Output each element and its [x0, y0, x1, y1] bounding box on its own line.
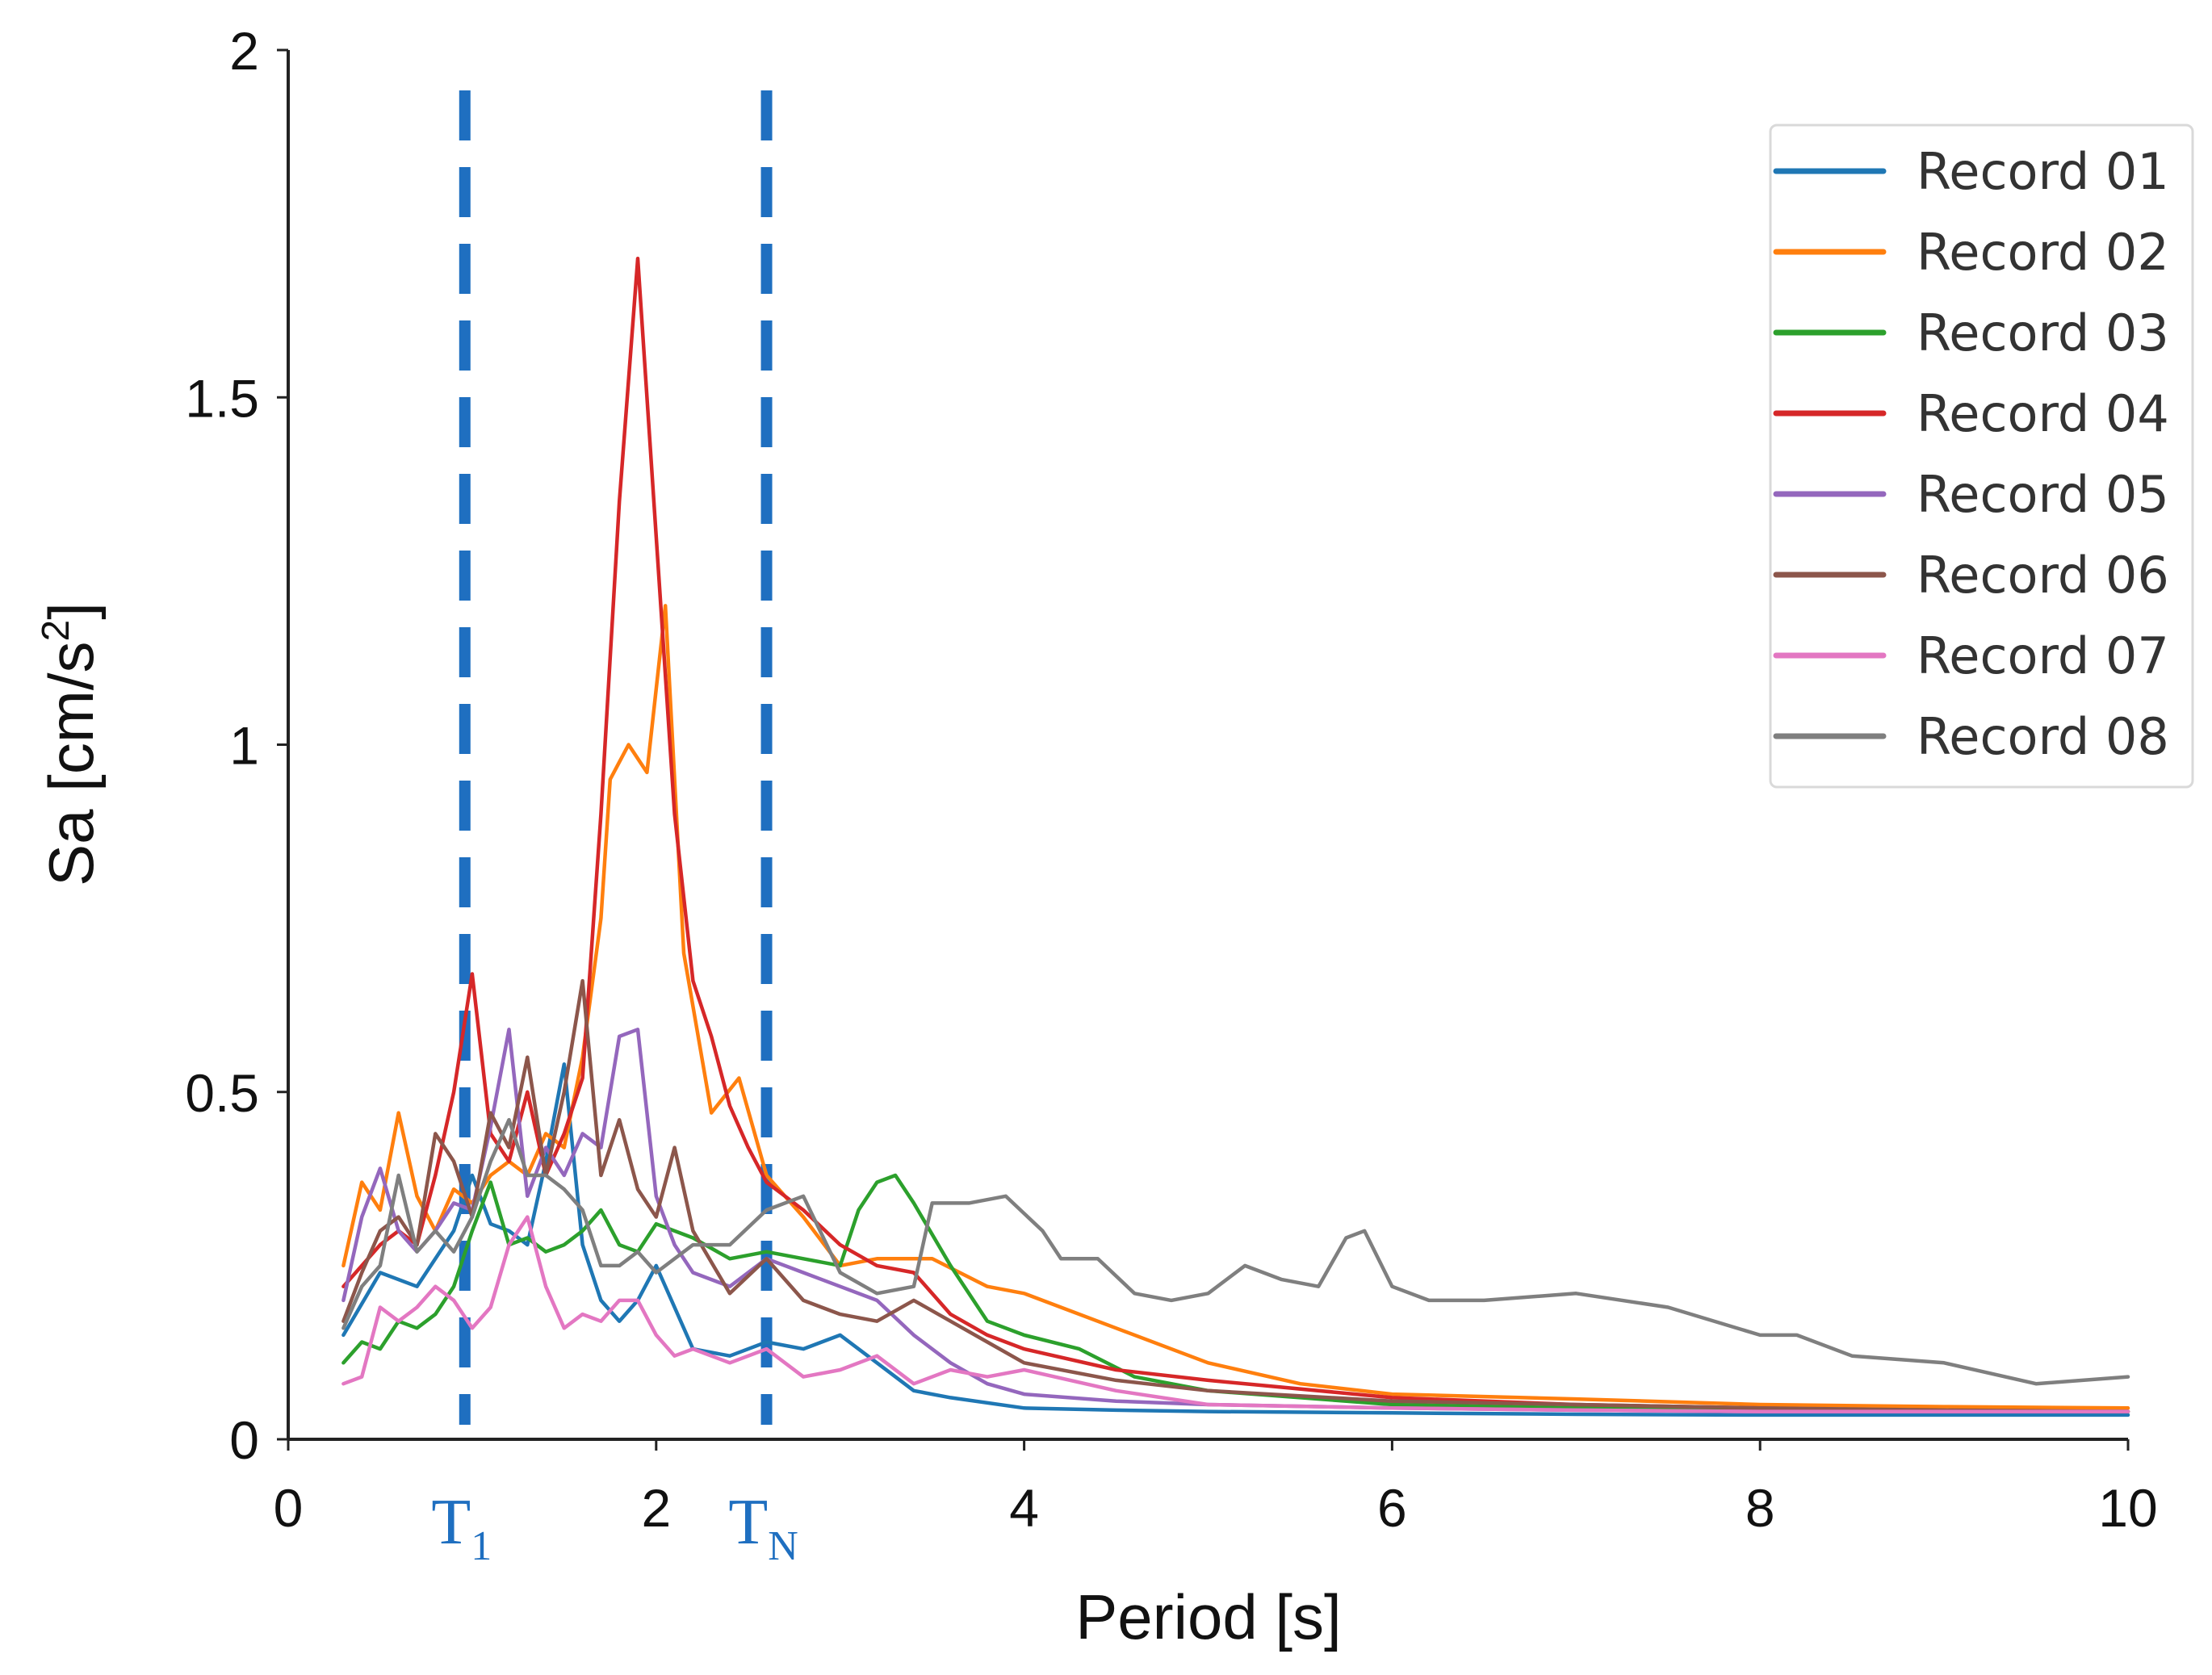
- marker-label: TN: [728, 1487, 798, 1569]
- x-axis-title: Period [s]: [1075, 1581, 1341, 1652]
- x-tick-label: 10: [2098, 1478, 2157, 1538]
- marker-label-main: T: [431, 1487, 471, 1558]
- series-line-record-01: [341, 1062, 2130, 1417]
- series-line-record-04: [341, 256, 2130, 1413]
- legend-label: Record 08: [1917, 707, 2169, 766]
- series-line-record-06: [341, 978, 2130, 1413]
- marker-label-subscript: N: [768, 1523, 798, 1569]
- axis-ticks: 0 0.5 1 1.5 2 0 2 4 6 8 10: [185, 21, 2157, 1538]
- series-lines: [341, 256, 2130, 1417]
- y-axis-title-superscript: 2: [35, 620, 78, 642]
- y-axis-title: Sa [cm/s2]: [35, 602, 107, 886]
- y-tick-label: 1.5: [185, 368, 259, 428]
- legend-frame: [1769, 124, 2194, 789]
- legend-label: Record 07: [1917, 626, 2169, 685]
- legend-label: Record 05: [1917, 465, 2169, 524]
- legend-label: Record 04: [1917, 384, 2169, 443]
- y-tick-label: 0.5: [185, 1063, 259, 1123]
- marker-label-main: T: [728, 1487, 768, 1558]
- y-tick-label: 0: [229, 1410, 259, 1470]
- x-tick-label: 4: [1009, 1478, 1039, 1538]
- y-axis-title-close: ]: [36, 602, 107, 620]
- y-tick-label: 1: [229, 716, 259, 776]
- series-line-record-02: [341, 604, 2130, 1410]
- legend: Record 01 Record 02 Record 03 Record 04 Reco…: [1769, 124, 2194, 789]
- series-line-record-08: [341, 1117, 2130, 1386]
- x-tick-label: 6: [1377, 1478, 1407, 1538]
- legend-label: Record 03: [1917, 304, 2169, 362]
- legend-label: Record 01: [1917, 142, 2169, 201]
- legend-label: Record 02: [1917, 223, 2169, 282]
- legend-label: Record 06: [1917, 546, 2169, 605]
- legend-items: Record 01 Record 02 Record 03 Record 04 Reco…: [1773, 142, 2169, 766]
- period-markers: T1 TN: [431, 90, 798, 1569]
- y-tick-label: 2: [229, 21, 259, 81]
- marker-label-subscript: 1: [471, 1523, 492, 1569]
- x-tick-label: 8: [1745, 1478, 1775, 1538]
- series-line-record-03: [341, 1173, 2130, 1413]
- series-line-record-07: [341, 1215, 2130, 1413]
- y-axis-title-main: Sa [cm/s: [36, 641, 107, 886]
- x-tick-label: 0: [274, 1478, 304, 1538]
- x-tick-label: 2: [641, 1478, 671, 1538]
- marker-label: T1: [431, 1487, 492, 1569]
- series-line-record-05: [341, 1028, 2130, 1413]
